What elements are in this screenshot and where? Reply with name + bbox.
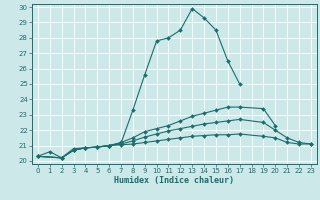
X-axis label: Humidex (Indice chaleur): Humidex (Indice chaleur) xyxy=(115,176,234,185)
